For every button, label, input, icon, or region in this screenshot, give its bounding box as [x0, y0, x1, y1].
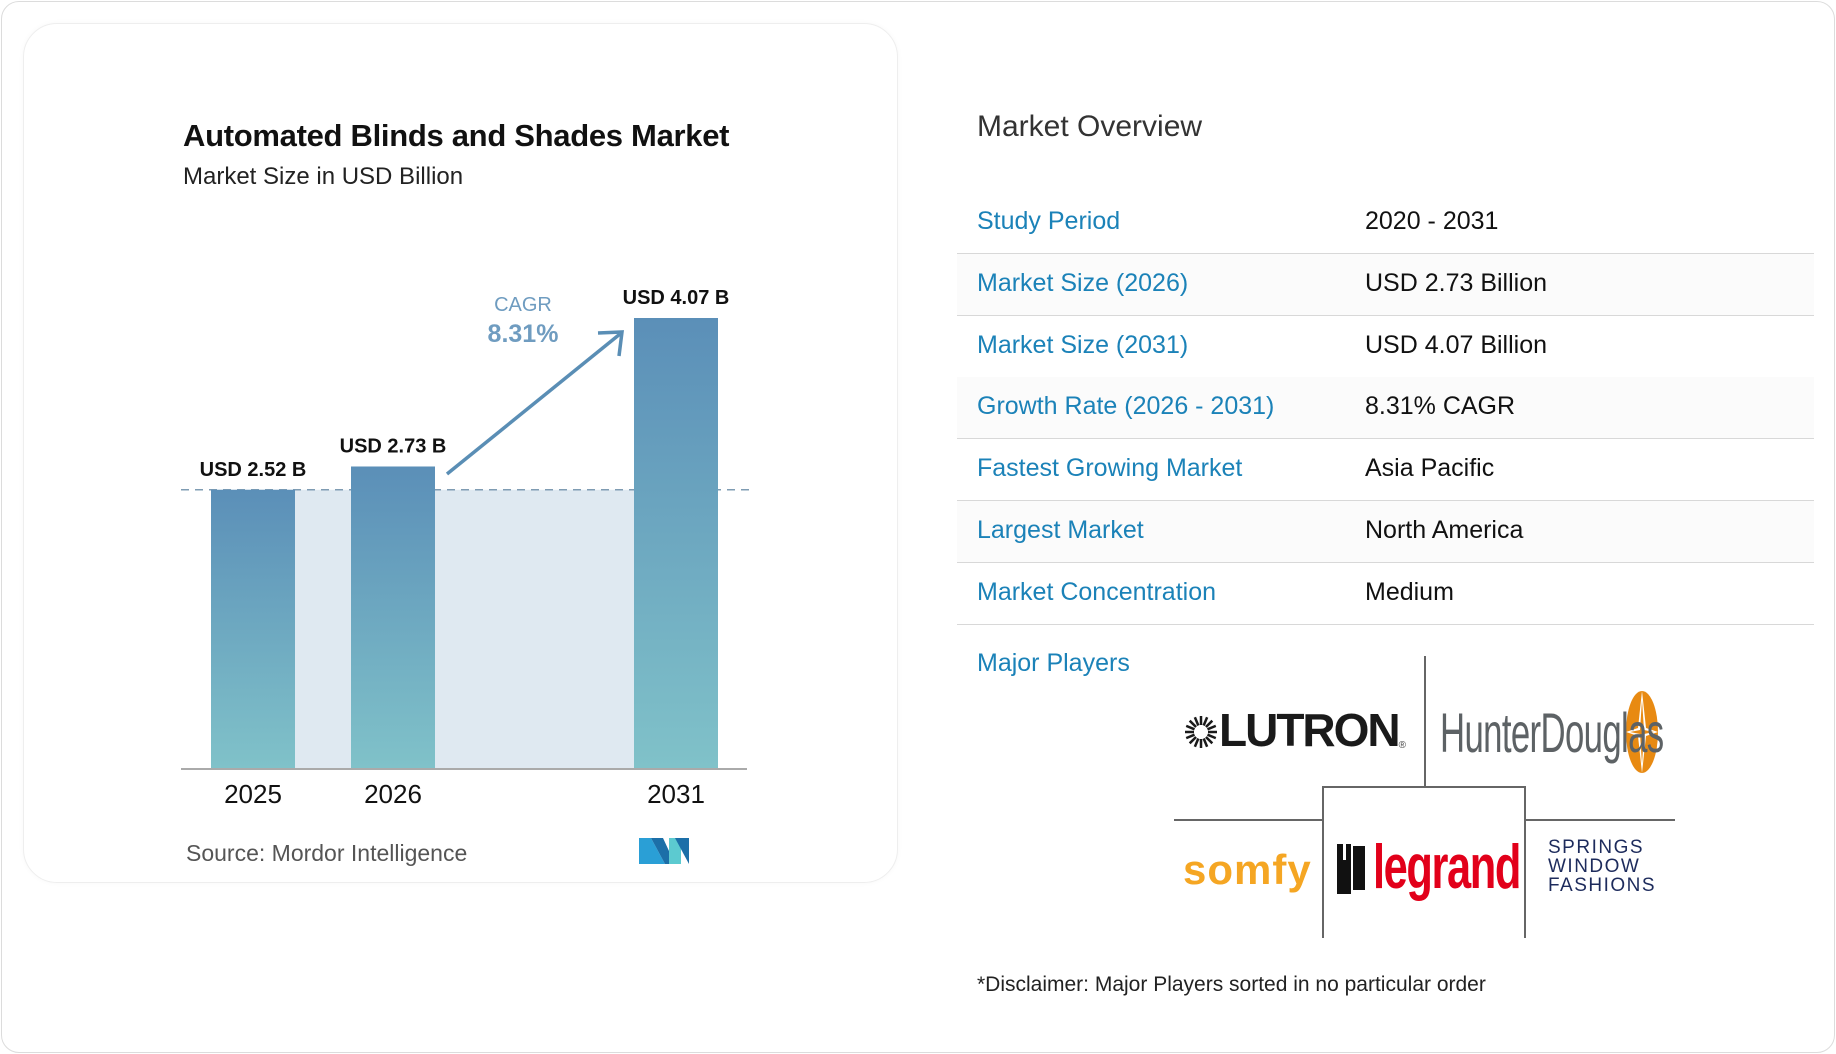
sun-ray: [1205, 736, 1214, 745]
major-players-label: Major Players: [977, 649, 1130, 677]
cagr-arrow: [445, 332, 622, 476]
overview-row: Market Concentration Medium: [957, 563, 1814, 625]
overview-row: Fastest Growing Market Asia Pacific: [957, 439, 1814, 501]
row-value: North America: [1365, 516, 1524, 544]
sun-ray: [1193, 716, 1200, 727]
overview-row: Market Size (2031) USD 4.07 Billion: [957, 316, 1814, 378]
chart-card: [23, 23, 898, 883]
row-value: Medium: [1365, 578, 1454, 606]
arrow-head-icon: [597, 330, 624, 357]
legrand-box: [1322, 786, 1526, 938]
row-label: Market Concentration: [977, 578, 1217, 606]
row-label: Market Size (2031): [977, 331, 1189, 359]
sun-ray: [1188, 736, 1197, 745]
x-tick-label: 2025: [224, 779, 282, 809]
data-label: USD 2.73 B: [340, 435, 447, 457]
logo-springs-window-fashions: SPRINGS WINDOW FASHIONS: [1548, 837, 1657, 896]
chart-title: Automated Blinds and Shades Market: [183, 118, 730, 153]
logo-legrand: legrand: [1337, 832, 1523, 903]
cagr-label: CAGR: [494, 294, 552, 316]
sun-ray: [1193, 737, 1200, 748]
row-value: 2020 - 2031: [1365, 207, 1499, 235]
logo-hunterdouglas: HunterDouglas: [1440, 690, 1664, 774]
sun-ray: [1202, 737, 1209, 748]
sun-ray: [1205, 719, 1214, 728]
sun-ray: [1206, 733, 1217, 740]
overview-row: Market Size (2026) USD 2.73 Billion: [957, 254, 1814, 316]
baseline-fill: [211, 489, 718, 769]
logo-somfy: somfy: [1183, 846, 1312, 893]
legrand-emblem-icon: [1337, 843, 1365, 894]
logo-lutron: LUTRON ®: [1183, 703, 1406, 757]
sun-ray: [1185, 733, 1196, 740]
grid-divider: [1174, 819, 1322, 821]
bar-2031: [634, 318, 718, 769]
sun-ray: [1202, 716, 1209, 727]
hunterdouglas-emblem-icon: [1626, 691, 1658, 773]
overview-row: Largest Market North America: [957, 501, 1814, 563]
sun-ray: [1188, 719, 1197, 728]
sun-ray: [1185, 724, 1196, 731]
data-label: USD 2.52 B: [200, 459, 307, 481]
grid-divider: [1424, 656, 1426, 786]
hunterdouglas-wordmark: HunterDouglas: [1440, 700, 1664, 764]
x-tick-label: 2026: [364, 779, 422, 809]
x-tick-label: 2031: [647, 779, 705, 809]
row-label: Largest Market: [977, 516, 1144, 544]
data-label: USD 4.07 B: [623, 287, 730, 309]
cagr-value: 8.31%: [488, 320, 559, 348]
row-label: Market Size (2026): [977, 269, 1189, 297]
row-label: Growth Rate (2026 - 2031): [977, 392, 1275, 420]
row-value: Asia Pacific: [1365, 454, 1495, 482]
overview-row: Growth Rate (2026 - 2031) 8.31% CAGR: [957, 377, 1814, 439]
bar-2026: [351, 466, 435, 769]
bar-chart: USD 2.52 B 2025 USD 2.73 B 2026 USD 4.07 B 20…: [181, 287, 750, 809]
lutron-sun-icon: [1185, 716, 1217, 748]
lutron-wordmark: LUTRON: [1219, 704, 1401, 756]
chart-subtitle: Market Size in USD Billion: [183, 163, 464, 190]
sun-ray: [1206, 724, 1217, 731]
disclaimer: *Disclaimer: Major Players sorted in no …: [977, 973, 1486, 996]
overview-row: Study Period 2020 - 2031: [957, 192, 1814, 254]
grid-divider: [1525, 819, 1675, 821]
row-value: USD 2.73 Billion: [1365, 269, 1548, 297]
legrand-wordmark: legrand: [1373, 833, 1521, 902]
bar-2025: [211, 489, 295, 769]
row-label: Fastest Growing Market: [977, 454, 1243, 482]
chart-source: Source: Mordor Intelligence: [186, 840, 468, 866]
row-label: Study Period: [977, 207, 1121, 235]
overview-title: Market Overview: [977, 110, 1203, 143]
row-value: USD 4.07 Billion: [1365, 331, 1548, 359]
registered-mark-icon: ®: [1398, 740, 1407, 751]
row-value: 8.31% CAGR: [1365, 392, 1516, 420]
mordor-logo-icon: [639, 838, 689, 864]
